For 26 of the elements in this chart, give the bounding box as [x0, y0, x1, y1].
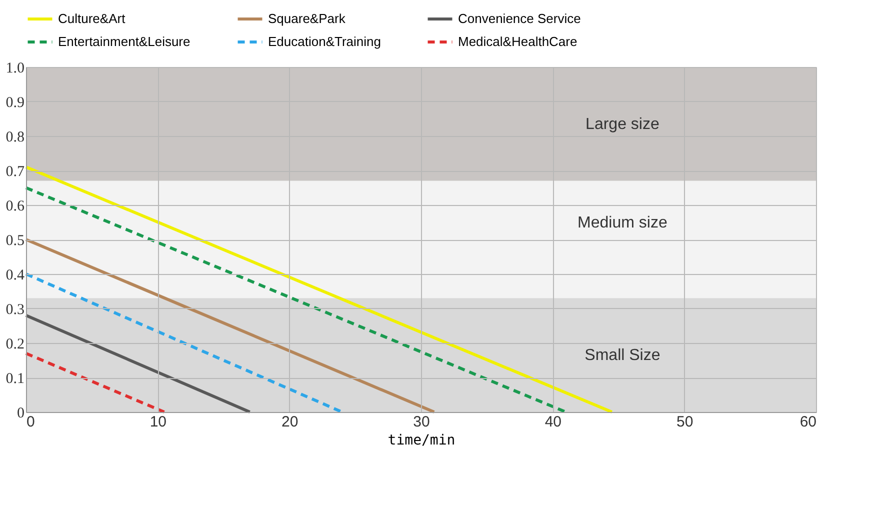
y-tick-label: 0.6: [6, 198, 25, 214]
y-tick-label: 0.7: [6, 164, 25, 180]
y-tick-label: 0.1: [6, 371, 24, 387]
x-tick-label: 60: [800, 414, 816, 430]
legend-label: Education&Training: [268, 34, 381, 49]
x-tick-label: 50: [676, 414, 694, 430]
y-tick-label: 1.0: [6, 60, 24, 76]
legend-label: Convenience Service: [458, 11, 581, 26]
y-tick-label: 0.3: [6, 302, 24, 318]
legend-label: Square&Park: [268, 11, 346, 26]
legend-label: Entertainment&Leisure: [58, 34, 190, 49]
legend-label: Medical&HealthCare: [458, 34, 578, 49]
x-tick-label: 10: [150, 414, 167, 430]
x-axis-title: time/min: [388, 432, 456, 448]
x-tick-label: 20: [281, 414, 298, 430]
legend-label: Culture&Art: [58, 11, 126, 26]
band-label: Medium size: [578, 214, 668, 232]
y-tick-label: 0.2: [6, 336, 24, 352]
band-label: Small Size: [584, 347, 660, 364]
y-tick-label: 0.8: [6, 130, 24, 146]
x-tick-label: 40: [544, 414, 562, 430]
x-tick-label: 30: [413, 414, 430, 430]
y-tick-label: 0.4: [6, 268, 25, 284]
y-tick-label: 0.5: [6, 233, 24, 249]
band-label: Large size: [586, 116, 660, 133]
y-tick-label: 0.9: [6, 95, 24, 111]
